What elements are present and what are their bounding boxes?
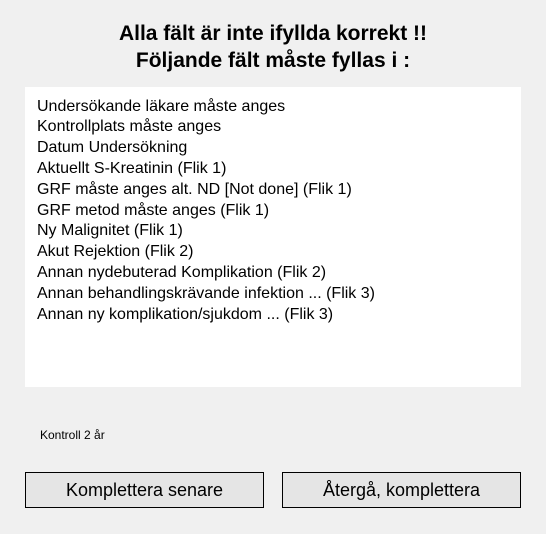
message-line: Annan ny komplikation/sjukdom ... (Flik … — [37, 305, 509, 326]
message-line: Undersökande läkare måste anges — [37, 97, 509, 118]
button-row: Komplettera senare Återgå, komplettera — [25, 472, 521, 508]
return-complete-button[interactable]: Återgå, komplettera — [282, 472, 521, 508]
header-line-2: Följande fält måste fyllas i : — [0, 47, 546, 74]
validation-message-box: Undersökande läkare måste anges Kontroll… — [25, 87, 521, 387]
message-line: Annan nydebuterad Komplikation (Flik 2) — [37, 263, 509, 284]
message-line: Kontrollplats måste anges — [37, 117, 509, 138]
message-line: Akut Rejektion (Flik 2) — [37, 242, 509, 263]
header-line-1: Alla fält är inte ifyllda korrekt !! — [0, 20, 546, 47]
message-line: Datum Undersökning — [37, 138, 509, 159]
complete-later-button[interactable]: Komplettera senare — [25, 472, 264, 508]
context-label: Kontroll 2 år — [40, 428, 105, 442]
message-line: Annan behandlingskrävande infektion ... … — [37, 284, 509, 305]
message-line: GRF metod måste anges (Flik 1) — [37, 201, 509, 222]
message-line: Ny Malignitet (Flik 1) — [37, 221, 509, 242]
message-line: GRF måste anges alt. ND [Not done] (Flik… — [37, 180, 509, 201]
dialog-header: Alla fält är inte ifyllda korrekt !! Föl… — [0, 0, 546, 87]
message-line: Aktuellt S-Kreatinin (Flik 1) — [37, 159, 509, 180]
